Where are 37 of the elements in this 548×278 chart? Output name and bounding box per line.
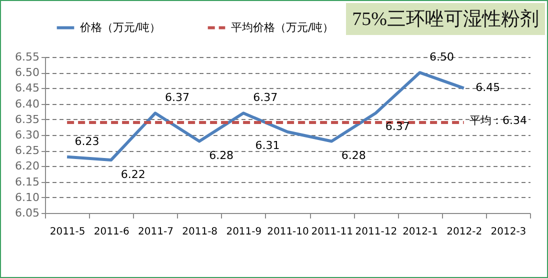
data-label: 6.45 — [476, 81, 500, 94]
y-tick-label: 6.20 — [15, 160, 40, 173]
data-label: 6.37 — [253, 91, 278, 104]
data-label: 6.50 — [430, 50, 454, 64]
x-tick-label: 2011-8 — [182, 226, 218, 238]
data-label: 6.31 — [255, 138, 280, 152]
y-tick-label: 6.55 — [15, 50, 40, 64]
y-tick-label: 6.05 — [15, 206, 40, 220]
x-tick-label: 2012-2 — [446, 226, 482, 238]
data-label: 6.23 — [74, 134, 100, 148]
data-label: 6.28 — [209, 149, 234, 162]
x-tick-label: 2011-10 — [267, 226, 309, 238]
y-tick-label: 6.25 — [15, 144, 40, 158]
x-tick-label: 2011-5 — [50, 226, 86, 238]
data-label: 6.37 — [385, 120, 410, 134]
legend-label: 价格（万元/吨） — [79, 20, 161, 34]
x-tick-label: 2011-12 — [355, 226, 398, 238]
y-tick-label: 6.30 — [15, 128, 40, 142]
y-tick-label: 6.50 — [15, 66, 40, 80]
x-tick-label: 2011-6 — [94, 226, 130, 238]
x-tick-label: 2011-11 — [311, 226, 353, 238]
line-series — [66, 71, 466, 162]
annotation: 平均：6.34 — [470, 114, 527, 127]
y-tick-label: 6.10 — [15, 190, 40, 204]
x-tick-label: 2012-3 — [490, 226, 526, 238]
data-label: 6.28 — [341, 149, 366, 162]
x-tick-label: 2011-9 — [226, 226, 262, 238]
data-label: 6.37 — [164, 91, 190, 104]
y-tick-label: 6.35 — [15, 112, 40, 126]
y-tick-label: 6.40 — [15, 97, 40, 110]
data-label: 6.22 — [120, 168, 146, 181]
x-tick-label: 2011-7 — [138, 226, 174, 238]
x-tick-label: 2012-1 — [402, 226, 438, 238]
chart-title: 75%三环唑可湿性粉剂 — [346, 3, 545, 35]
y-tick-label: 6.15 — [15, 175, 40, 188]
legend-label: 平均价格（万元/吨） — [231, 20, 334, 34]
y-tick-label: 6.45 — [15, 82, 40, 95]
